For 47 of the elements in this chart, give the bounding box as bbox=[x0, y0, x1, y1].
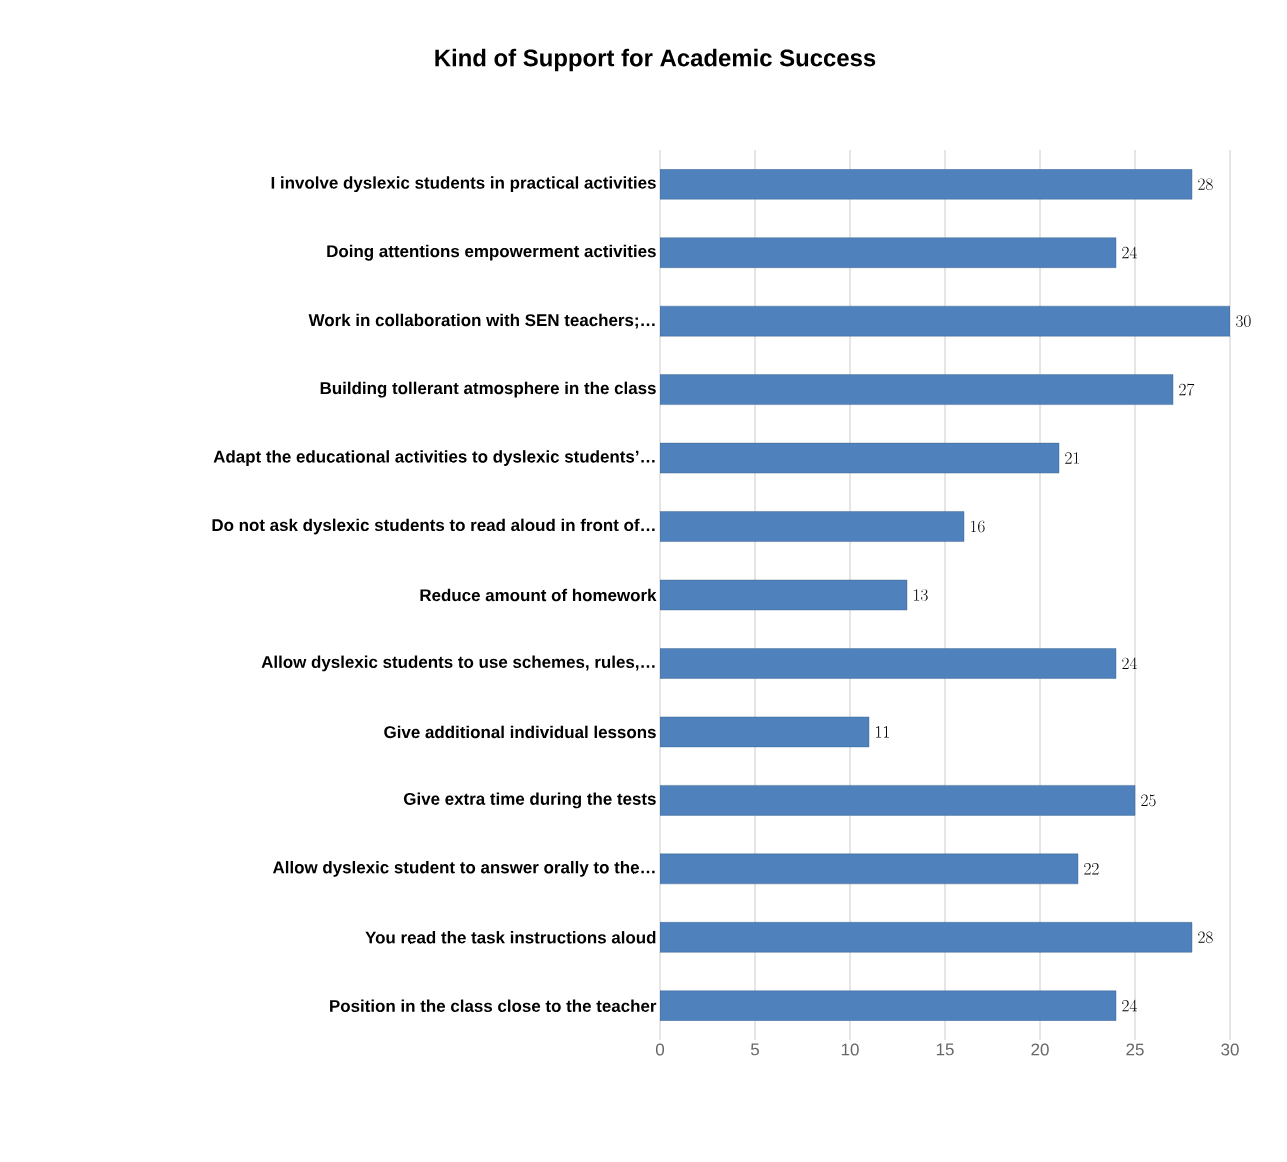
data-label: 24 bbox=[1122, 657, 1137, 670]
data-label: 28 bbox=[1198, 931, 1213, 944]
y-tick-label: Allow dyslexic students to use schemes, rules,… bbox=[261, 655, 655, 672]
chart-title: Kind of Support for Academic Success bbox=[435, 48, 876, 72]
data-label: 25 bbox=[1141, 794, 1156, 807]
y-tick-label: Do not ask dyslexic students to read aloud in front of… bbox=[212, 518, 655, 535]
bar bbox=[660, 374, 1174, 405]
data-label: 11 bbox=[876, 726, 890, 738]
x-tick-label: 10 bbox=[841, 1043, 859, 1056]
y-tick-label: Building tollerant atmosphere in the class bbox=[320, 381, 656, 398]
y-tick-label: I involve dyslexic students in practical activities bbox=[271, 176, 656, 193]
x-tick-label: 5 bbox=[750, 1043, 759, 1056]
bar bbox=[660, 648, 1117, 679]
x-tick-label: 25 bbox=[1126, 1043, 1144, 1056]
bar bbox=[660, 579, 908, 611]
bar bbox=[660, 716, 870, 748]
bar bbox=[660, 237, 1117, 268]
x-tick-label: 20 bbox=[1031, 1043, 1049, 1056]
data-label: 24 bbox=[1122, 246, 1137, 259]
y-tick-label: Position in the class close to the teacher bbox=[330, 999, 657, 1012]
y-tick-label: Work in collaboration with SEN teachers;… bbox=[308, 313, 655, 329]
data-label: 30 bbox=[1236, 315, 1251, 327]
y-tick-label: Doing attentions empowerment activities bbox=[327, 244, 656, 261]
bar bbox=[660, 305, 1231, 337]
y-tick-label: You read the task instructions aloud bbox=[365, 931, 656, 944]
y-tick-label: Allow dyslexic student to answer orally to the… bbox=[272, 860, 655, 877]
bar bbox=[660, 990, 1117, 1021]
bar bbox=[660, 922, 1193, 953]
data-label: 13 bbox=[914, 589, 928, 601]
y-tick-label: Adapt the educational activities to dyslexic students’… bbox=[213, 450, 655, 466]
x-tick-label: 0 bbox=[655, 1043, 665, 1056]
x-tick-label: 15 bbox=[936, 1043, 954, 1056]
data-label: 16 bbox=[971, 520, 985, 533]
data-label: 24 bbox=[1122, 999, 1137, 1012]
y-tick-label: Give extra time during the tests bbox=[403, 792, 656, 809]
bar bbox=[660, 785, 1136, 816]
data-label: 22 bbox=[1084, 863, 1099, 875]
x-tick-label: 30 bbox=[1221, 1043, 1239, 1056]
bar bbox=[660, 442, 1060, 474]
y-tick-label: Reduce amount of homework bbox=[420, 588, 657, 602]
data-label: 21 bbox=[1065, 452, 1080, 464]
bar bbox=[660, 853, 1079, 885]
y-tick-label: Give additional individual lessons bbox=[384, 725, 656, 739]
data-label: 28 bbox=[1198, 178, 1213, 191]
data-label: 27 bbox=[1179, 383, 1195, 396]
bar bbox=[660, 511, 965, 542]
bar bbox=[660, 169, 1193, 200]
